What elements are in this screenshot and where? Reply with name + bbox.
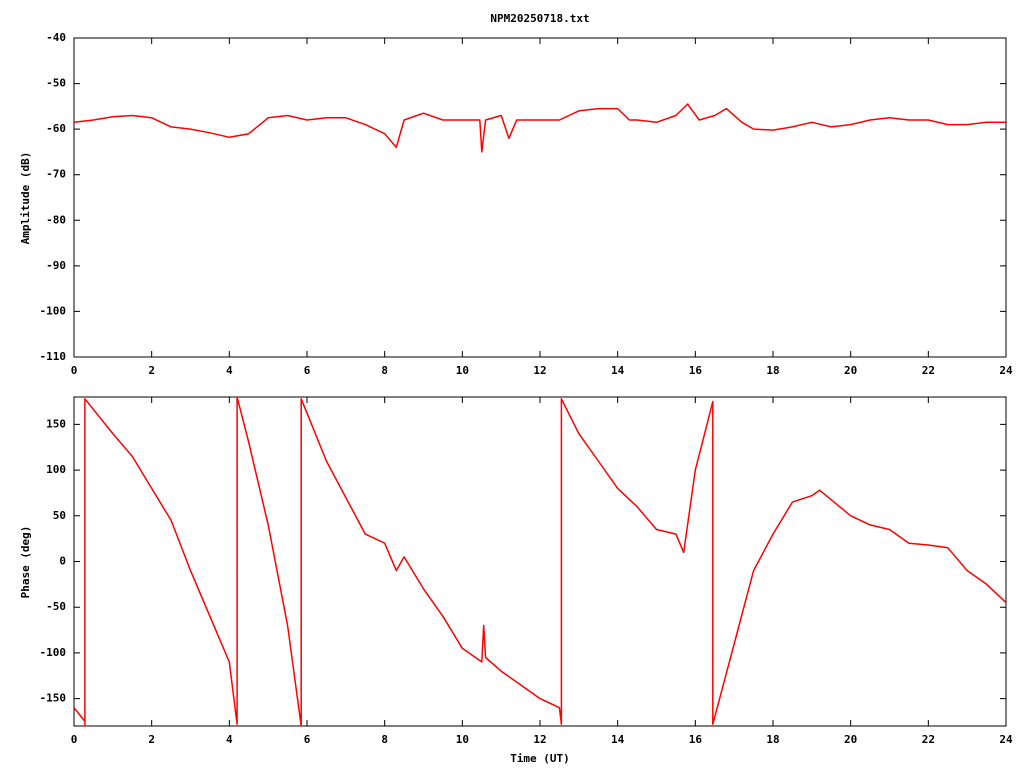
x-axis-label: Time (UT) bbox=[510, 752, 570, 765]
x-tick-label: 12 bbox=[533, 364, 546, 377]
x-tick-label: 16 bbox=[689, 364, 703, 377]
y-tick-label: -150 bbox=[40, 692, 67, 705]
y-tick-label: -110 bbox=[40, 350, 67, 363]
y-tick-label: -80 bbox=[46, 213, 66, 226]
x-tick-label: 16 bbox=[689, 733, 703, 746]
chart-title: NPM20250718.txt bbox=[490, 12, 589, 25]
x-tick-label: 18 bbox=[766, 364, 779, 377]
x-tick-label: 12 bbox=[533, 733, 546, 746]
x-tick-label: 10 bbox=[456, 364, 469, 377]
x-tick-label: 4 bbox=[226, 733, 233, 746]
y-axis-label: Phase (deg) bbox=[19, 526, 32, 599]
x-tick-label: 24 bbox=[999, 364, 1013, 377]
x-tick-label: 22 bbox=[922, 733, 935, 746]
x-tick-label: 18 bbox=[766, 733, 779, 746]
y-tick-label: 150 bbox=[46, 417, 66, 430]
y-tick-label: -50 bbox=[46, 77, 66, 90]
data-line bbox=[73, 396, 1007, 727]
x-tick-label: 20 bbox=[844, 364, 857, 377]
y-tick-label: 0 bbox=[59, 555, 66, 568]
y-tick-label: -90 bbox=[46, 259, 66, 272]
x-tick-label: 4 bbox=[226, 364, 233, 377]
plot-frame bbox=[73, 396, 1007, 727]
data-line bbox=[73, 103, 1006, 153]
x-tick-label: 0 bbox=[71, 733, 78, 746]
y-tick-label: -50 bbox=[46, 600, 66, 613]
x-tick-label: 14 bbox=[611, 733, 625, 746]
y-tick-label: -100 bbox=[40, 646, 67, 659]
plot-frame bbox=[73, 37, 1007, 358]
x-tick-label: 6 bbox=[304, 364, 311, 377]
y-tick-label: -100 bbox=[40, 304, 67, 317]
x-tick-label: 8 bbox=[381, 364, 388, 377]
x-tick-label: 14 bbox=[611, 364, 625, 377]
x-tick-label: 20 bbox=[844, 733, 857, 746]
y-tick-label: -60 bbox=[46, 122, 66, 135]
y-tick-label: -70 bbox=[46, 168, 66, 181]
x-tick-label: 2 bbox=[148, 364, 155, 377]
y-tick-label: 50 bbox=[53, 509, 66, 522]
x-tick-label: 22 bbox=[922, 364, 935, 377]
y-tick-label: 100 bbox=[46, 463, 66, 476]
x-tick-label: 0 bbox=[71, 364, 78, 377]
x-tick-label: 2 bbox=[148, 733, 155, 746]
y-axis-label: Amplitude (dB) bbox=[19, 152, 32, 245]
x-tick-label: 24 bbox=[999, 733, 1013, 746]
x-tick-label: 6 bbox=[304, 733, 311, 746]
x-tick-label: 10 bbox=[456, 733, 469, 746]
x-tick-label: 8 bbox=[381, 733, 388, 746]
y-tick-label: -40 bbox=[46, 31, 66, 44]
